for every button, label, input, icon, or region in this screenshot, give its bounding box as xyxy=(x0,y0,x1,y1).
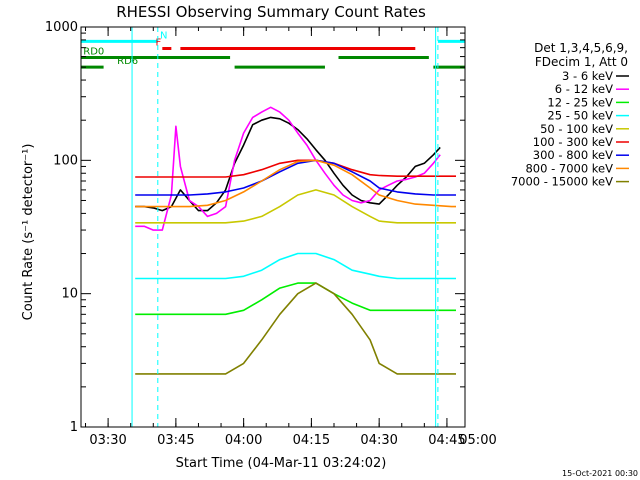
y-tick-label: 100 xyxy=(53,153,78,168)
legend-entry-label: 25 - 50 keV xyxy=(547,109,613,123)
x-tick-label: 04:45 xyxy=(428,433,465,448)
y-axis-label: Count Rate (s⁻¹ detector⁻¹) xyxy=(21,144,36,321)
x-tick-label: 03:30 xyxy=(89,433,126,448)
legend-entry-label: 50 - 100 keV xyxy=(540,122,613,136)
legend-entry-label: 100 - 300 keV xyxy=(533,135,613,149)
series-line-300-800-kev xyxy=(135,159,456,196)
legend-entry-label: 12 - 25 keV xyxy=(547,95,613,109)
chart-title: RHESSI Observing Summary Count Rates xyxy=(116,3,426,21)
flag-label-f: F xyxy=(156,37,162,48)
series-line-50-100-kev xyxy=(135,189,456,224)
series-line-3-6-kev xyxy=(135,116,441,212)
legend-entry-label: 800 - 7000 keV xyxy=(525,161,613,175)
series-line-6-12-kev xyxy=(135,106,441,231)
plot-frame xyxy=(80,26,466,428)
legend-entry-label: 300 - 800 keV xyxy=(533,148,613,162)
series-line-7000-15000-kev xyxy=(135,282,456,375)
y-tick-label: 1000 xyxy=(45,20,78,35)
x-tick-label: 03:45 xyxy=(157,433,194,448)
x-axis-label: Start Time (04-Mar-11 03:24:02) xyxy=(176,456,387,471)
legend-entry-label: 6 - 12 keV xyxy=(555,82,613,96)
y-tick-label: 10 xyxy=(61,287,78,302)
flag-label-rd6: RD6 xyxy=(117,56,138,67)
x-tick-label: 04:00 xyxy=(225,433,262,448)
x-tick-label: 04:30 xyxy=(360,433,397,448)
generation-timestamp: 15-Oct-2021 00:30 xyxy=(562,469,638,478)
legend-header-decimation: FDecim 1, Att 0 xyxy=(535,55,628,69)
flag-label-n: N xyxy=(160,30,167,41)
legend-entry-label: 7000 - 15000 keV xyxy=(511,175,613,189)
series-line-12-25-kev xyxy=(135,282,456,316)
y-tick-label: 1 xyxy=(70,420,78,435)
legend-entry-label: 3 - 6 keV xyxy=(562,69,613,83)
legend-header-detectors: Det 1,3,4,5,6,9, xyxy=(534,41,628,55)
x-tick-label: 04:15 xyxy=(293,433,330,448)
flag-label-rd0: RD0 xyxy=(83,47,104,58)
series-line-800-7000-kev xyxy=(135,159,456,208)
series-line-25-50-kev xyxy=(135,252,456,280)
x-tick-label: 05:00 xyxy=(459,433,496,448)
legend: Det 1,3,4,5,6,9, FDecim 1, Att 0 3 - 6 k… xyxy=(511,41,629,189)
